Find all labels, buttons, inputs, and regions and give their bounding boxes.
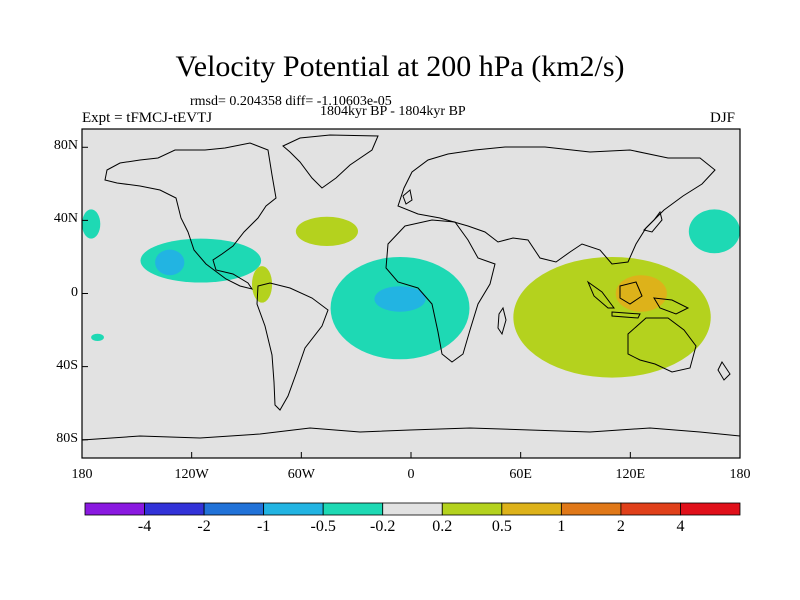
coastline-new-guinea: [653, 297, 690, 315]
region-atlantic-negative-core: [374, 286, 426, 312]
experiment-label: Expt = tFMCJ-tEVTJ: [82, 110, 213, 126]
coastline-madagascar: [497, 306, 507, 336]
coastline-new-zealand: [717, 361, 731, 381]
colorbar-label: -4: [137, 518, 152, 535]
coastline-uk: [402, 189, 413, 205]
colorbar-label: -0.5: [310, 518, 336, 535]
region-north-atlantic-positive: [295, 216, 358, 246]
y-tick-label: 80N: [53, 138, 78, 154]
coastline-north-america: [104, 142, 277, 290]
colorbar-label: 0.5: [491, 518, 512, 535]
chart-title: Velocity Potential at 200 hPa (km2/s): [175, 50, 625, 83]
colorbar-swatch-3: [263, 502, 324, 516]
colorbar-label: -1: [256, 518, 271, 535]
y-tick-label: 0: [71, 284, 78, 300]
colorbar-swatch-4: [322, 502, 384, 516]
colorbar-swatch-10: [680, 502, 741, 516]
y-tick-label: 40S: [56, 357, 78, 373]
x-tick-label: 120E: [615, 467, 646, 482]
x-tick-label: 180: [71, 467, 93, 482]
axis-ticks: [81, 146, 741, 458]
coastline-africa: [385, 219, 496, 363]
colorbar-swatch-6: [441, 502, 503, 516]
x-tick-label: 0: [407, 467, 415, 482]
season-label: DJF: [710, 110, 736, 126]
colorbar-swatch-9: [620, 502, 681, 516]
period-label: 1804kyr BP - 1804kyr BP: [320, 104, 466, 119]
coastlines: [82, 134, 740, 441]
coastline-greenland: [282, 134, 379, 189]
x-tick-label: 60W: [287, 467, 315, 482]
velocity-potential-field: [82, 209, 740, 378]
region-central-america-positive: [251, 266, 273, 303]
coastline-japan: [643, 210, 663, 233]
colorbar-swatch-5: [382, 502, 443, 516]
x-tick-label: 180: [729, 467, 751, 482]
colorbar-label: 1: [557, 518, 566, 535]
colorbar-label: 4: [676, 518, 685, 535]
colorbar: [84, 502, 741, 516]
coastline-south-america: [256, 282, 329, 411]
coastline-borneo: [619, 281, 643, 305]
coastline-antarctica: [82, 427, 740, 441]
region-south-pacific-negative-small: [91, 333, 104, 342]
colorbar-swatch-7: [501, 502, 562, 516]
region-indo-pacific-positive: [513, 256, 711, 378]
colorbar-label: 2: [616, 518, 625, 535]
colorbar-swatch-2: [203, 502, 265, 516]
region-east-pacific-negative-core: [155, 249, 185, 276]
x-tick-label: 120W: [174, 467, 209, 482]
colorbar-swatch-0: [84, 502, 145, 516]
y-tick-label: 80S: [56, 430, 78, 446]
colorbar-swatch-8: [560, 502, 622, 516]
colorbar-label: -2: [197, 518, 211, 535]
coastline-sumatra: [586, 280, 615, 309]
coastline-australia: [627, 317, 697, 373]
colorbar-label: 0.2: [432, 518, 453, 535]
region-west-pacific-negative: [688, 209, 740, 254]
rmsd-stats: rmsd= 0.204358 diff= -1.10603e-05: [190, 94, 392, 109]
y-tick-label: 40N: [53, 211, 78, 227]
coastline-java: [611, 311, 641, 319]
region-dateline-west-negative: [82, 209, 101, 239]
x-tick-label: 60E: [509, 467, 532, 482]
colorbar-label: -0.2: [370, 518, 396, 535]
colorbar-swatch-1: [144, 502, 205, 516]
